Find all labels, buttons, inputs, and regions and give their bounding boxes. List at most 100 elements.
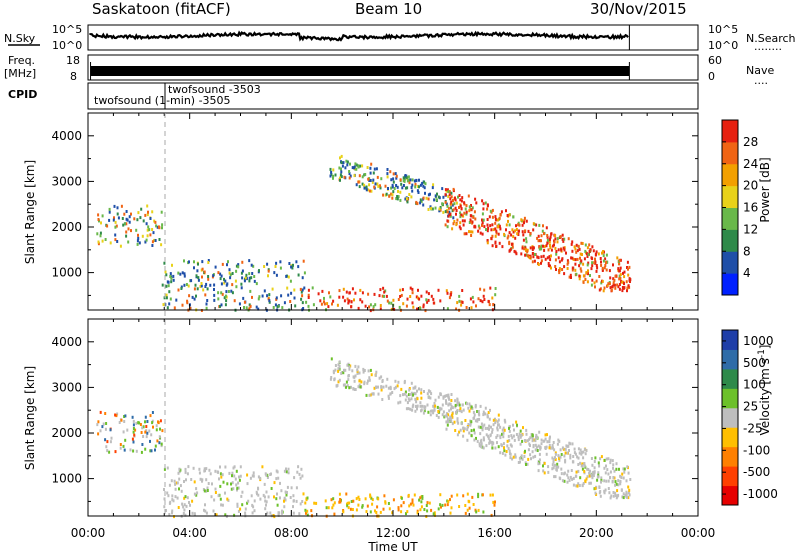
power-cell xyxy=(435,198,438,202)
velocity-cell xyxy=(238,475,240,479)
velocity-cell xyxy=(592,474,595,478)
velocity-cell xyxy=(400,496,403,500)
power-cell xyxy=(379,186,382,190)
velocity-cell xyxy=(512,455,515,459)
power-cell xyxy=(563,246,566,250)
power-cell xyxy=(194,283,197,287)
power-cell xyxy=(169,275,172,278)
power-cell xyxy=(272,306,275,309)
velocity-cell xyxy=(546,433,548,437)
velocity-cell xyxy=(267,495,270,499)
velocity-cell xyxy=(612,491,615,494)
power-cell xyxy=(582,274,585,278)
velocity-cell xyxy=(360,380,363,384)
velocity-cell xyxy=(482,436,485,440)
power-cell xyxy=(169,272,172,276)
velocity-cell xyxy=(244,511,247,515)
velocity-cell xyxy=(412,386,415,390)
power-cell xyxy=(168,290,171,294)
power-cell xyxy=(196,287,199,291)
velocity-cell xyxy=(185,504,188,508)
power-cell xyxy=(417,288,419,292)
power-cell xyxy=(562,246,565,250)
velocity-cell xyxy=(410,381,413,385)
power-cell xyxy=(521,230,524,234)
velocity-cell xyxy=(277,513,280,517)
power-cell xyxy=(307,296,310,299)
velocity-cell xyxy=(163,497,166,501)
velocity-cell xyxy=(501,428,504,432)
velocity-cell xyxy=(178,477,181,481)
velocity-cell xyxy=(439,392,442,396)
power-cell xyxy=(339,173,342,177)
power-cell xyxy=(431,207,434,211)
velocity-cell xyxy=(174,487,177,491)
velocity-cell xyxy=(415,405,418,408)
power-cell xyxy=(297,265,300,269)
velocity-cell xyxy=(499,451,502,455)
power-cell xyxy=(555,250,558,253)
velocity-cell xyxy=(235,469,238,473)
velocity-cell xyxy=(544,437,547,441)
power-cell xyxy=(604,264,607,267)
power-cell xyxy=(563,272,566,276)
power-cell xyxy=(130,212,132,216)
power-cell xyxy=(501,245,504,249)
power-cell xyxy=(491,215,494,219)
velocity-cell xyxy=(433,511,436,515)
power-cell xyxy=(339,176,341,180)
velocity-cell xyxy=(330,376,333,379)
power-cell xyxy=(518,229,520,233)
power-cell xyxy=(477,224,480,228)
velocity-cell xyxy=(489,408,491,412)
power-cell xyxy=(268,300,271,304)
velocity-cell xyxy=(466,425,469,429)
power-cell xyxy=(383,294,386,298)
velocity-cell xyxy=(354,388,357,391)
velocity-cell xyxy=(414,385,417,389)
velocity-cell xyxy=(372,392,375,396)
power-cell xyxy=(431,186,434,190)
power-cell xyxy=(477,229,480,233)
velocity-cell xyxy=(611,459,614,463)
velocity-cell xyxy=(589,469,591,473)
velocity-cell xyxy=(538,460,541,464)
power-cell xyxy=(529,246,532,250)
velocity-cell xyxy=(509,452,511,456)
velocity-cell xyxy=(283,505,286,509)
velocity-cell xyxy=(477,425,480,429)
velocity-cell xyxy=(554,475,557,479)
power-cell xyxy=(340,154,343,158)
power-cell xyxy=(491,208,494,212)
power-cell xyxy=(494,234,497,238)
power-cell xyxy=(463,201,466,205)
velocity-cell xyxy=(355,508,358,512)
power-cell xyxy=(193,266,195,270)
velocity-cell xyxy=(575,470,578,474)
velocity-cell xyxy=(163,505,166,509)
velocity-cell xyxy=(549,446,552,450)
velocity-cell xyxy=(246,501,249,505)
velocity-cell xyxy=(520,454,523,458)
power-cell xyxy=(207,259,210,262)
velocity-cell xyxy=(184,467,187,471)
velocity-cell xyxy=(264,507,267,511)
velocity-cell xyxy=(532,455,535,459)
velocity-cell xyxy=(224,513,227,517)
power-cell xyxy=(533,259,536,263)
velocity-cell xyxy=(484,406,487,410)
velocity-cell xyxy=(617,483,620,487)
nave-tick-high: 60 xyxy=(708,54,722,67)
x-tick-label: 08:00 xyxy=(274,526,309,540)
power-cell xyxy=(302,259,305,263)
power-cell xyxy=(553,240,556,244)
x-tick-label: 20:00 xyxy=(579,526,614,540)
power-cell xyxy=(468,209,471,213)
power-cell xyxy=(540,255,543,259)
power-cell xyxy=(468,221,471,224)
velocity-cell xyxy=(178,467,181,471)
power-cell xyxy=(561,237,564,241)
velocity-cell xyxy=(603,479,606,483)
velocity-cell xyxy=(612,463,615,467)
velocity-cell xyxy=(456,433,459,437)
